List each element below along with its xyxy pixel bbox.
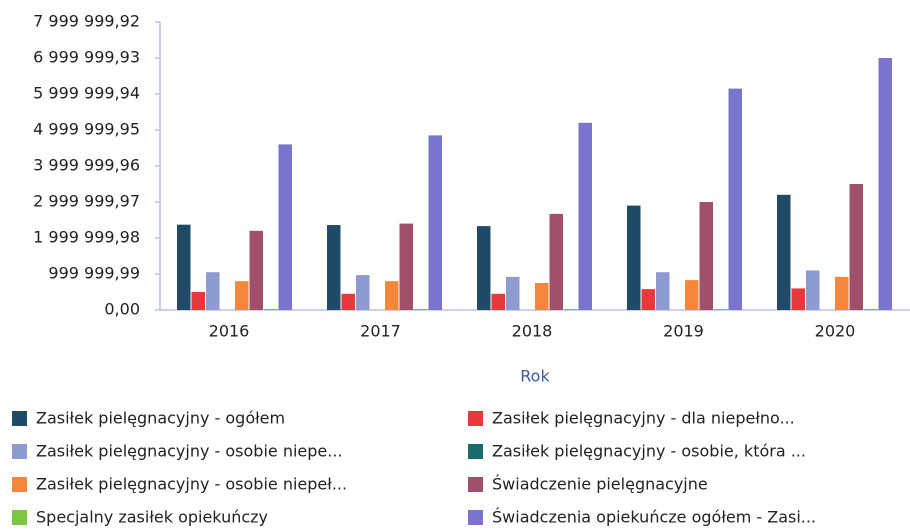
y-tick-label: 3 999 999,96	[33, 156, 140, 175]
legend-label: Zasiłek pielęgnacyjny - ogółem	[36, 409, 285, 428]
y-tick-label: 4 999 999,95	[33, 120, 140, 139]
bar	[278, 144, 292, 310]
bar	[549, 213, 563, 310]
bar	[177, 224, 191, 310]
bar	[506, 276, 520, 310]
x-tick-label: 2020	[815, 322, 856, 341]
bar	[399, 223, 413, 310]
legend-label: Zasiłek pielęgnacyjny - osobie, która ..…	[492, 442, 806, 461]
bar	[641, 289, 655, 310]
legend-swatch	[468, 510, 483, 525]
bar	[385, 281, 399, 310]
x-tick-label: 2018	[512, 322, 553, 341]
bar	[356, 275, 370, 310]
x-tick-label: 2019	[663, 322, 704, 341]
bar	[341, 293, 355, 310]
bar	[806, 270, 820, 310]
y-tick-label: 0,00	[104, 300, 140, 319]
y-tick-label: 5 999 999,94	[33, 84, 140, 103]
legend-label: Zasiłek pielęgnacyjny - osobie niepe...	[36, 442, 343, 461]
y-tick-label: 1 999 999,98	[33, 228, 140, 247]
bar	[699, 202, 713, 310]
bar	[535, 283, 549, 310]
bar	[477, 226, 491, 310]
bar	[685, 280, 699, 310]
legend-swatch	[468, 444, 483, 459]
legend-swatch	[12, 444, 27, 459]
bar	[714, 308, 728, 310]
bar	[414, 308, 428, 310]
legend-label: Świadczenie pielęgnacyjne	[492, 475, 708, 494]
bar	[835, 276, 849, 310]
bar	[428, 135, 442, 310]
bar	[578, 122, 592, 311]
x-axis-title: Rok	[520, 367, 550, 386]
bar	[849, 184, 863, 310]
bar	[264, 308, 278, 310]
bar	[564, 308, 578, 310]
legend-swatch	[468, 477, 483, 492]
legend-swatch	[12, 510, 27, 525]
bar	[206, 272, 220, 310]
bar	[235, 281, 249, 310]
legend-label: Świadczenia opiekuńcze ogółem - Zasi...	[492, 508, 816, 527]
bar	[791, 288, 805, 310]
x-tick-label: 2016	[209, 322, 250, 341]
bar	[864, 308, 878, 310]
x-tick-label: 2017	[360, 322, 401, 341]
legend-label: Specjalny zasiłek opiekuńczy	[36, 508, 268, 527]
legend-label: Zasiłek pielęgnacyjny - dla niepełno...	[492, 409, 795, 428]
bar	[249, 230, 263, 310]
legend-swatch	[12, 411, 27, 426]
bar	[656, 272, 670, 310]
bar	[327, 225, 341, 310]
y-tick-label: 999 999,99	[48, 264, 140, 283]
bar	[728, 88, 742, 310]
bar	[191, 292, 205, 310]
legend-swatch	[12, 477, 27, 492]
y-tick-label: 6 999 999,93	[33, 48, 140, 67]
legend-label: Zasiłek pielęgnacyjny - osobie niepeł...	[36, 475, 347, 494]
bar	[491, 293, 505, 310]
bar	[627, 205, 641, 310]
bar	[878, 57, 892, 310]
y-tick-label: 2 999 999,97	[33, 192, 140, 211]
y-tick-label: 7 999 999,92	[33, 12, 140, 31]
legend-swatch	[468, 411, 483, 426]
bar	[777, 194, 791, 310]
